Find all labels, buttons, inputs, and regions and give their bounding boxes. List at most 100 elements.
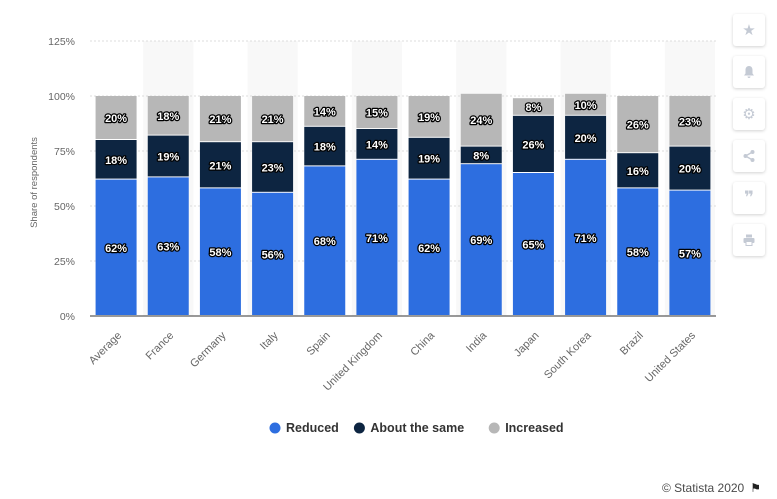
bar-about-the-same [356, 129, 398, 159]
data-label: 65% [522, 240, 544, 252]
bar-increased [565, 93, 607, 115]
flag-icon[interactable]: ⚑ [750, 481, 761, 495]
data-label: 62% [105, 243, 127, 255]
y-tick-label: 125% [48, 36, 75, 48]
data-label: 26% [522, 139, 544, 151]
legend-marker [269, 422, 281, 434]
category-label: Japan [512, 330, 542, 360]
data-label: 56% [262, 249, 284, 261]
data-label: 16% [627, 166, 649, 178]
quote-icon[interactable]: ❞ [733, 182, 765, 214]
bar-reduced [617, 188, 659, 315]
bar-increased [460, 93, 502, 146]
data-label: 68% [314, 236, 336, 248]
credit: © Statista 2020 ⚑ [662, 481, 761, 495]
toolbar-sidebar: ★ ⚙ ❞ [733, 14, 767, 266]
legend-label: About the same [370, 421, 464, 435]
bar-about-the-same [408, 137, 450, 179]
star-icon[interactable]: ★ [733, 14, 765, 46]
category-label: Average [87, 330, 124, 367]
y-tick-label: 100% [48, 91, 75, 103]
data-label: 71% [575, 233, 597, 245]
bar-increased [408, 96, 450, 137]
data-label: 71% [366, 233, 388, 245]
data-label: 63% [157, 242, 179, 254]
bar-about-the-same [460, 146, 502, 164]
data-label: 19% [157, 152, 179, 164]
data-label: 19% [418, 112, 440, 124]
bar-increased [617, 96, 659, 153]
bar-reduced [304, 166, 346, 315]
data-label: 26% [627, 120, 649, 132]
data-label: 14% [366, 139, 388, 151]
data-label: 19% [418, 154, 440, 166]
share-icon[interactable] [733, 140, 765, 172]
category-label: Spain [304, 330, 332, 358]
category-label: Germany [188, 329, 229, 370]
y-tick-label: 50% [54, 201, 75, 213]
bar-reduced [669, 190, 711, 315]
bar-about-the-same [95, 140, 137, 179]
category-label: France [144, 330, 177, 363]
category-label: United States [643, 329, 699, 385]
data-label: 23% [679, 116, 701, 128]
bar-reduced [147, 177, 189, 315]
category-label: Italy [258, 329, 281, 352]
data-label: 23% [262, 163, 284, 175]
legend-marker [488, 422, 500, 434]
credit-text: © Statista 2020 [662, 481, 745, 495]
bar-reduced [199, 188, 241, 315]
data-label: 20% [105, 113, 127, 125]
category-label: India [464, 329, 490, 355]
bar-reduced [512, 173, 554, 315]
bar-reduced [95, 179, 137, 315]
print-icon[interactable] [733, 224, 765, 256]
bell-icon[interactable] [733, 56, 765, 88]
gear-icon[interactable]: ⚙ [733, 98, 765, 130]
y-tick-label: 75% [54, 146, 75, 158]
y-axis-title: Share of respondents [29, 137, 40, 228]
stacked-bar-chart: 0% 25% 50% 75% 100% 125% Share of respondents 6… [29, 36, 716, 435]
data-label: 58% [209, 247, 231, 259]
bar-about-the-same [199, 142, 241, 188]
bar-increased [95, 96, 137, 139]
bar-increased [356, 96, 398, 128]
data-label: 18% [314, 142, 336, 154]
bar-increased [199, 96, 241, 142]
bar-reduced [460, 164, 502, 315]
category-label: South Korea [542, 329, 594, 381]
data-label: 21% [209, 114, 231, 126]
data-label: 62% [418, 243, 440, 255]
bar-about-the-same [304, 126, 346, 166]
bar-reduced [252, 192, 294, 315]
category-label: China [408, 329, 437, 358]
bar-increased [147, 96, 189, 135]
data-label: 18% [157, 111, 179, 123]
bar-about-the-same [512, 115, 554, 172]
bar-reduced [356, 159, 398, 315]
bar-about-the-same [669, 146, 711, 190]
data-label: 69% [470, 235, 492, 247]
data-label: 24% [470, 115, 492, 127]
bar-about-the-same [252, 142, 294, 192]
bar-about-the-same [565, 115, 607, 159]
bar-increased [304, 96, 346, 126]
bar-about-the-same [147, 135, 189, 177]
legend-marker [353, 422, 365, 434]
legend-label: Reduced [286, 421, 339, 435]
data-label: 20% [679, 164, 701, 176]
data-label: 14% [314, 106, 336, 118]
data-label: 8% [525, 102, 541, 114]
bar-about-the-same [617, 153, 659, 188]
y-tick-label: 0% [60, 311, 75, 323]
data-label: 10% [575, 100, 597, 112]
category-label: Brazil [618, 330, 646, 358]
data-label: 18% [105, 155, 127, 167]
bar-increased [252, 96, 294, 142]
bar-reduced [565, 159, 607, 315]
data-label: 8% [473, 150, 489, 162]
bar-increased [512, 98, 554, 115]
bar-increased [669, 96, 711, 146]
data-label: 20% [575, 133, 597, 145]
data-label: 58% [627, 247, 649, 259]
